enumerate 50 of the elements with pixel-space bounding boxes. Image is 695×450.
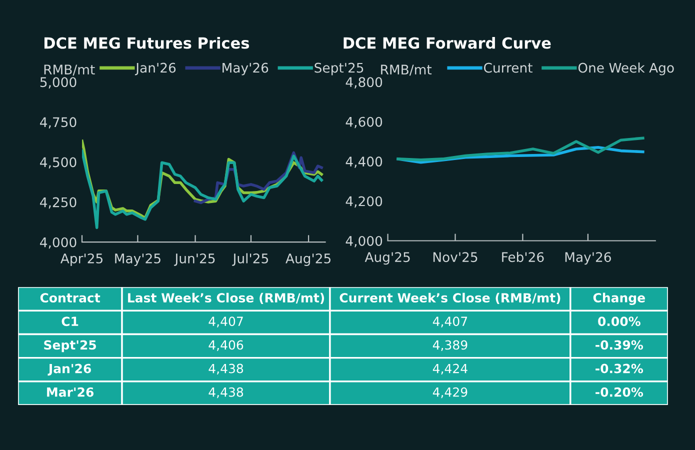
text: 4,407	[432, 316, 468, 328]
x-tick-label: Apr'25	[60, 253, 102, 266]
legend-label: Jan'26	[134, 62, 176, 76]
category-label: Change	[593, 292, 645, 305]
y-tick-label: 4,000	[346, 236, 382, 248]
x-tick-label: May'25	[115, 253, 160, 266]
category-label: Last Week’s Close (RMB/mt)	[128, 292, 324, 304]
x-tick-label: Feb'26	[502, 252, 544, 262]
y-axis-title: RMB/mt	[381, 64, 432, 76]
legend-label: Sept'25	[314, 62, 364, 76]
y-tick-label: 4,800	[346, 77, 382, 88]
text: 0.00%	[598, 316, 640, 326]
y-tick-label: 4,200	[346, 196, 382, 208]
line-series	[396, 136, 644, 162]
legend-label: Current	[484, 62, 532, 73]
category-label: Contract	[40, 293, 100, 303]
legend-label: One Week Ago	[578, 62, 674, 76]
text: 4,424	[432, 364, 468, 375]
text: 4,438	[208, 364, 244, 375]
x-tick-label: May'26	[565, 252, 611, 265]
chart-title: DCE MEG Forward Curve	[344, 36, 551, 49]
y-tick-label: 4,000	[40, 237, 76, 249]
chart-title: DCE MEG Futures Prices	[44, 36, 250, 49]
text: -0.39%	[596, 340, 644, 350]
x-tick-label: Jun'25	[174, 253, 215, 266]
category-label: Sept'25	[44, 340, 96, 352]
legend-label: May'26	[222, 62, 268, 76]
text: -0.20%	[596, 387, 644, 397]
y-tick-label: 4,250	[40, 197, 76, 209]
category-label: Current Week’s Close (RMB/mt)	[340, 292, 560, 304]
x-tick-label: Jul'25	[232, 253, 268, 266]
x-tick-label: Aug'25	[286, 253, 330, 266]
text: 4,389	[432, 340, 468, 351]
text: 4,406	[208, 340, 244, 351]
y-tick-label: 4,600	[346, 116, 382, 128]
line-series	[82, 150, 323, 230]
y-tick-label: 4,500	[40, 157, 76, 169]
category-label: Mar'26	[47, 387, 94, 397]
text: 4,438	[208, 387, 244, 398]
text: 4,429	[432, 387, 468, 398]
y-tick-label: 5,000	[40, 77, 76, 88]
y-axis-title: RMB/mt	[44, 64, 95, 76]
text: 4,407	[208, 316, 243, 328]
category-label: Jan'26	[48, 364, 91, 376]
y-tick-label: 4,400	[346, 156, 382, 168]
y-tick-label: 4,750	[40, 117, 76, 128]
x-tick-label: Aug'25	[364, 252, 410, 265]
category-label: C1	[62, 316, 78, 326]
text: -0.32%	[596, 364, 644, 374]
x-tick-label: Nov'25	[433, 252, 478, 262]
